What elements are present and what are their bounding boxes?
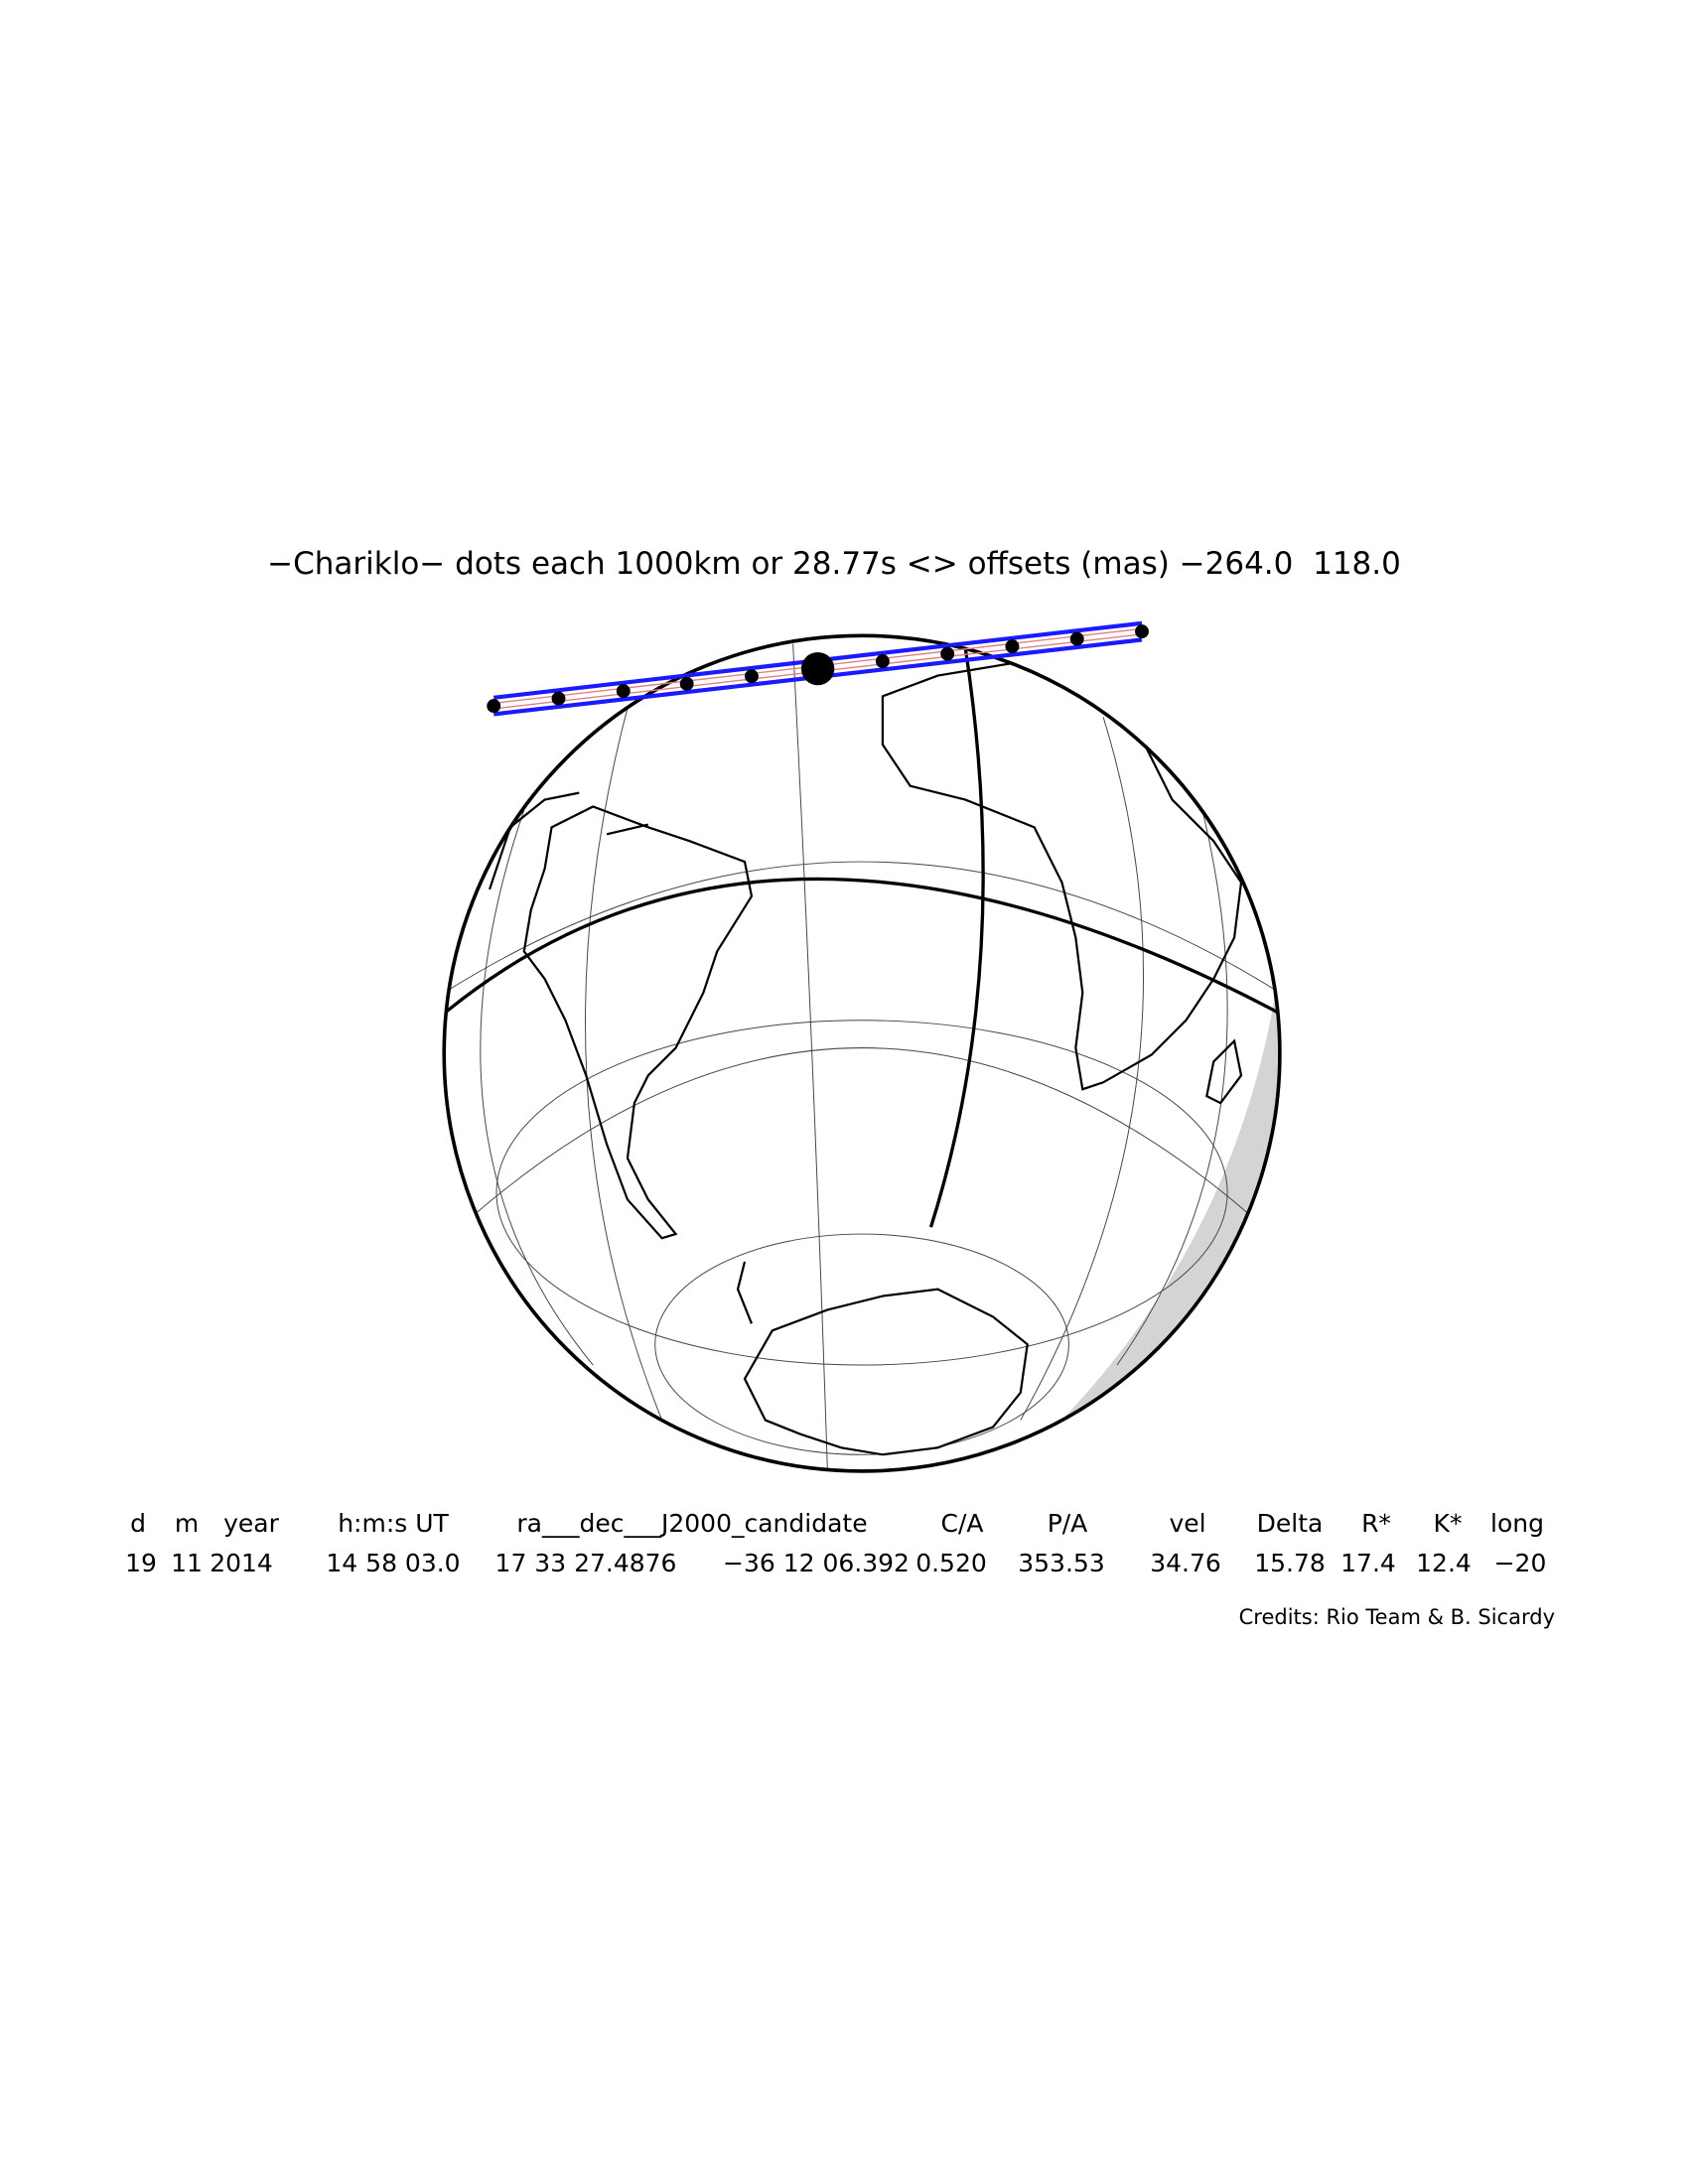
cell: 11: [171, 1549, 203, 1577]
cell: −36 12 06.392: [723, 1549, 910, 1577]
cell: 19: [125, 1549, 157, 1577]
globe: [444, 635, 1280, 1471]
column-header: m: [175, 1509, 199, 1538]
cell: 15.78: [1254, 1549, 1326, 1577]
cell: 353.53: [1018, 1549, 1104, 1577]
map-title: −Chariklo− dots each 1000km or 28.77s <>…: [267, 546, 1401, 582]
column-header: R*: [1361, 1509, 1391, 1538]
table-row: 19 11 2014 14 58 03.0 17 33 27.4876 −36 …: [125, 1549, 1546, 1577]
cell: −20: [1494, 1549, 1547, 1577]
column-header: d: [130, 1509, 146, 1538]
cell: 2014: [210, 1549, 273, 1577]
cell: 17 33 27.4876: [495, 1549, 677, 1577]
credits: Credits: Rio Team & B. Sicardy: [1239, 1605, 1555, 1629]
cell: 17.4: [1340, 1549, 1396, 1577]
column-header: ra___dec___J2000_candidate: [516, 1509, 867, 1538]
column-header: vel: [1169, 1509, 1205, 1538]
globe-map: [442, 620, 1282, 1473]
cell: 12.4: [1416, 1549, 1472, 1577]
globe-outline: [442, 633, 1282, 1473]
column-header: K*: [1434, 1509, 1463, 1538]
table-header: d m year h:m:s UT ra___dec___J2000_candi…: [130, 1509, 1544, 1538]
column-header: h:m:s UT: [338, 1509, 449, 1538]
column-header: long: [1490, 1509, 1544, 1538]
column-header: Delta: [1257, 1509, 1324, 1538]
shadow-path: [487, 620, 1149, 717]
column-header: C/A: [941, 1509, 984, 1538]
cell: 34.76: [1150, 1549, 1221, 1577]
column-header: year: [223, 1509, 279, 1538]
column-header: P/A: [1048, 1509, 1088, 1538]
cell: 0.520: [915, 1549, 987, 1577]
cell: 14 58 03.0: [326, 1549, 460, 1577]
